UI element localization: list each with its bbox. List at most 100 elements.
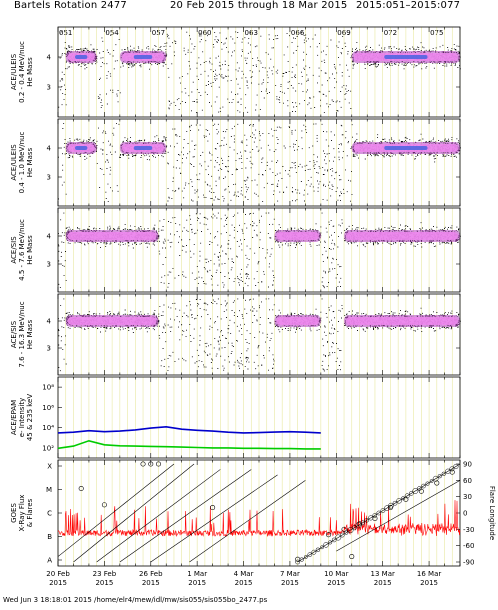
flare-marker	[449, 466, 455, 472]
y-tick-label: 10⁸	[42, 384, 54, 392]
flare-marker	[429, 479, 434, 484]
density-band-core	[75, 55, 88, 59]
flare-marker	[339, 532, 345, 538]
x-tick-label: 2015	[142, 579, 160, 587]
y-tick-label: B	[47, 533, 52, 541]
x-tick-label: 2015	[235, 579, 253, 587]
y-axis-title-line: He Mass	[26, 147, 34, 177]
flare-marker	[349, 554, 355, 560]
density-band-core	[384, 146, 428, 150]
y-tick-label: 3	[47, 84, 51, 92]
data-points-scatter	[58, 298, 461, 372]
flare-marker	[311, 549, 317, 555]
flare-marker	[356, 521, 362, 527]
flare-marker	[210, 505, 216, 511]
flare-marker	[396, 497, 402, 504]
x-tick-label: 4 Mar	[234, 570, 254, 578]
flare-marker	[335, 534, 342, 541]
panel-6: GOES X-Ray Flux & Flares A B C M X 90 60 30 0 -30 -60…	[10, 459, 496, 567]
y2-axis-title: Flare Longitude	[488, 486, 496, 540]
y-tick-label: 4	[47, 145, 52, 153]
y-tick-label: C	[47, 510, 52, 518]
y-tick-label: 10²	[42, 444, 54, 452]
y-axis-title-line: 4.5 - 7.6 MeV/nuc	[18, 219, 26, 281]
flare-marker	[148, 461, 154, 467]
density-band-core	[133, 146, 153, 150]
x-tick-label: 7 Mar	[280, 570, 300, 578]
flare-track-line	[150, 474, 278, 563]
density-band-pink	[67, 232, 157, 240]
density-band-core	[75, 146, 88, 150]
y-tick-label: A	[47, 557, 52, 565]
flare-marker	[376, 510, 382, 516]
x-tick-label: 16 Mar	[417, 570, 441, 578]
flare-marker	[156, 461, 162, 467]
x-tick-label: 2015	[374, 579, 392, 587]
rotation-label: Bartels Rotation 2477	[14, 0, 127, 11]
flare-marker	[331, 537, 337, 543]
flare-marker	[384, 505, 390, 511]
flare-marker	[404, 493, 410, 499]
y-tick-label: 10⁴	[42, 424, 54, 432]
panel-3: ACE/SIS 4.5 - 7.6 MeV/nuc He Mass 3 4	[10, 207, 461, 293]
y-axis-title: ACE/SIS 4.5 - 7.6 MeV/nuc He Mass	[10, 219, 34, 281]
flare-marker	[295, 559, 300, 565]
y-axis-title-line: 0.4 - 1.0 MeV/nuc	[18, 132, 26, 194]
flare-marker	[409, 491, 414, 496]
panel-1: ACE/ULEIS 0.2 - 0.4 MeV/nuc He Mass 3 4	[10, 26, 461, 118]
plot-title: Bartels Rotation 2477 20 Feb 2015 throug…	[0, 0, 498, 14]
flare-track-line	[336, 480, 461, 552]
y-axis-title-line: ACE/SIS	[10, 320, 18, 348]
flare-marker	[437, 474, 442, 479]
y-axis-title: GOES X-Ray Flux & Flares	[10, 495, 34, 532]
x-tick-label: 26 Feb	[139, 570, 163, 578]
y-axis-title-line: 7.6 - 16.3 MeV/nuc	[18, 301, 26, 367]
flare-marker	[307, 552, 313, 558]
flare-marker	[388, 502, 394, 509]
density-band-pink	[67, 317, 157, 325]
y-tick-label: 4	[47, 54, 52, 62]
flare-marker	[295, 556, 301, 562]
y2-tick-label: -60	[463, 542, 474, 550]
flare-track-line	[57, 463, 175, 557]
data-points-scatter	[58, 212, 461, 289]
x-tick-label: 2015	[281, 579, 299, 587]
flare-marker	[434, 480, 440, 486]
data-points-scatter	[58, 122, 461, 203]
y-axis-title-line: ACE/ULEIS	[10, 144, 18, 181]
flare-marker	[364, 518, 369, 523]
panel-2: ACE/ULEIS 0.4 - 1.0 MeV/nuc He Mass 3 4	[10, 118, 461, 207]
flare-track-line	[119, 469, 252, 563]
doy-range-label: 2015:051–2015:077	[356, 0, 461, 11]
y-axis-title-line: He Mass	[26, 57, 34, 87]
flare-marker	[449, 469, 455, 475]
y-tick-label: M	[46, 486, 52, 494]
y-axis-title: ACE/EPAM e- Intensity 45 & 235 keV	[10, 394, 34, 442]
y-axis-title: ACE/ULEIS 0.4 - 1.0 MeV/nuc He Mass	[10, 132, 34, 194]
x-tick-label: 2015	[49, 579, 67, 587]
density-band-pink	[346, 232, 458, 240]
y2-tick-label: -90	[463, 559, 474, 567]
y-axis-title-line: 45 & 235 keV	[26, 394, 34, 442]
flare-marker	[328, 540, 333, 545]
y-axis-title-line: ACE/ULEIS	[10, 53, 18, 90]
flare-marker	[323, 542, 329, 548]
date-range-label: 20 Feb 2015 through 18 Mar 2015	[170, 0, 348, 11]
y-axis-title-line: He Mass	[26, 319, 34, 349]
x-tick-label: 1 Mar	[187, 570, 207, 578]
flare-marker	[344, 530, 349, 535]
panel-5: ACE/EPAM e- Intensity 45 & 235 keV 10² 10⁴ 10…	[10, 376, 461, 459]
flare-track-line	[297, 463, 461, 563]
density-band-pink	[346, 317, 458, 325]
y2-tick-label: 60	[463, 477, 472, 485]
flare-marker	[101, 502, 107, 508]
x-tick-label: 2015	[188, 579, 206, 587]
flare-marker	[403, 496, 409, 502]
flare-marker	[360, 520, 365, 526]
xray-flux-line	[57, 500, 461, 538]
flare-marker	[425, 481, 430, 486]
y2-axis-title-text: Flare Longitude	[488, 486, 496, 540]
flare-track-line	[96, 469, 221, 563]
y2-tick-label: -30	[463, 526, 474, 534]
x-tick-label: 2015	[327, 579, 345, 587]
